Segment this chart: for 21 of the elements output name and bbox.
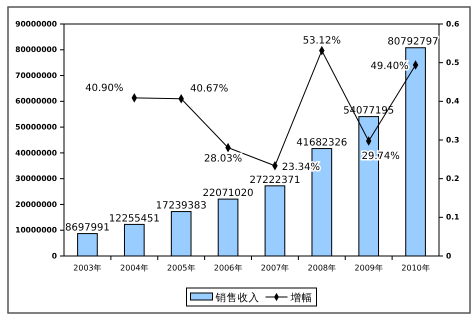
data-label: 22071020	[202, 188, 254, 200]
x-tick-label: 2007年	[260, 264, 290, 273]
x-tick-label: 2008年	[308, 264, 336, 273]
data-label: 53.12%	[302, 36, 341, 47]
data-label: 12255451	[108, 213, 160, 224]
x-tick-label: 2003年	[73, 264, 102, 273]
data-label: 41682326	[296, 138, 348, 149]
data-label: 40.90%	[85, 82, 124, 94]
data-label: 27222371	[249, 174, 300, 186]
legend-label: 销售收入	[214, 291, 260, 304]
x-tick-label: 2010年	[401, 264, 430, 273]
x-tick-label: 2004年	[120, 264, 148, 273]
data-label: 40.67%	[190, 84, 228, 95]
x-tick-label: 2006年	[214, 264, 242, 273]
data-label: 8697991	[65, 222, 110, 234]
x-tick-label: 2009年	[354, 264, 383, 273]
data-label: 17239383	[156, 200, 207, 212]
data-label: 80792797	[388, 36, 438, 48]
x-tick-label: 2005年	[167, 264, 196, 273]
data-label: 28.03%	[204, 154, 242, 165]
legend-label: 增幅	[290, 292, 312, 304]
